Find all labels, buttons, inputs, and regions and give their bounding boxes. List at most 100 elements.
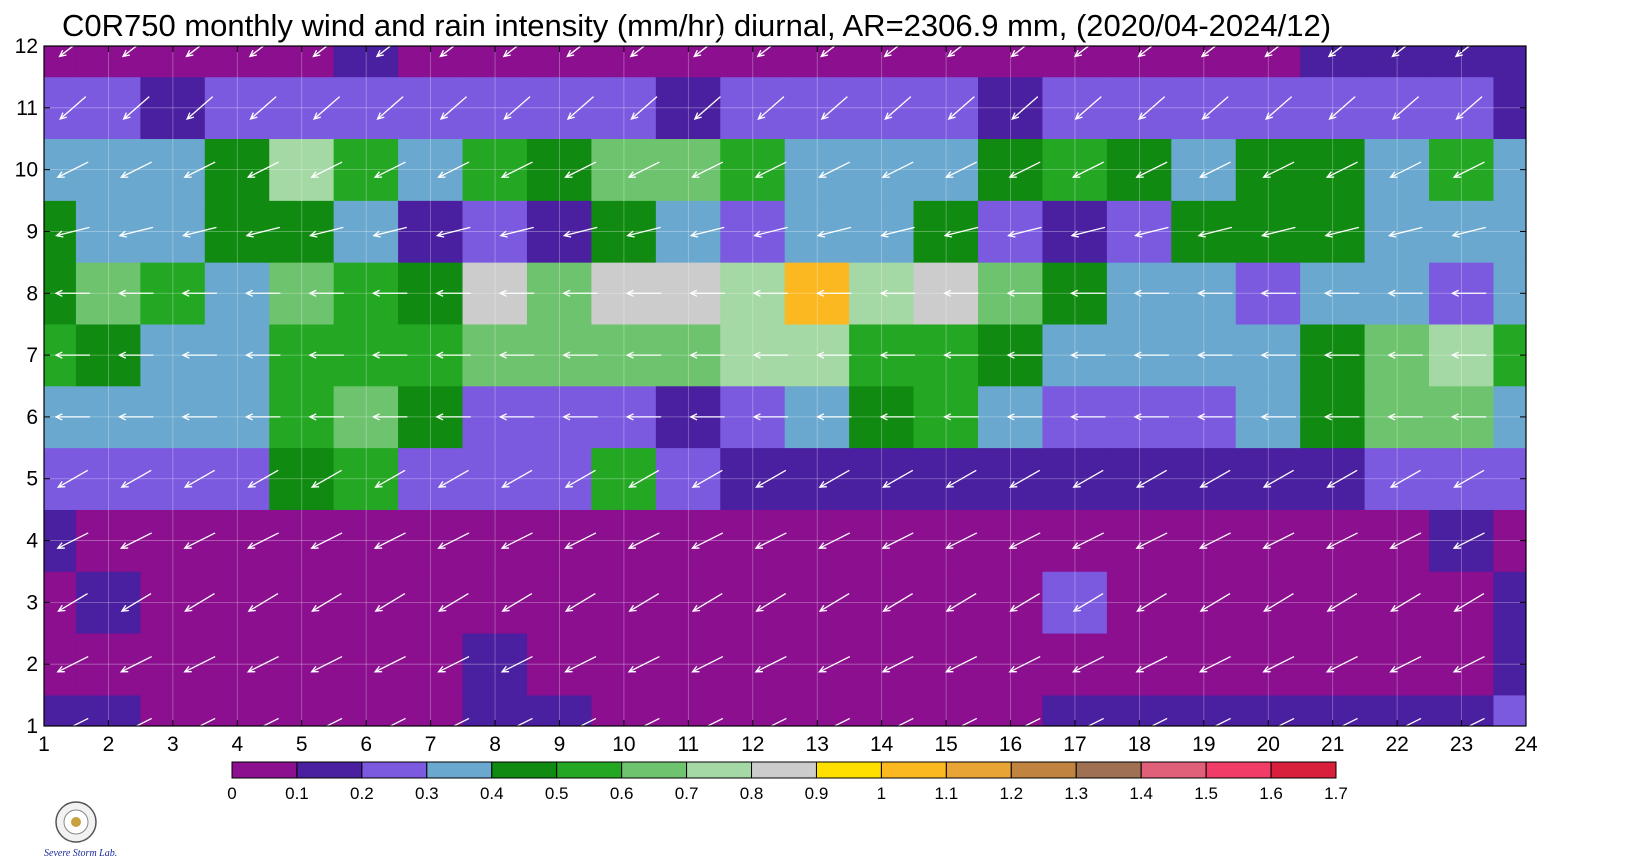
wind-arrow	[562, 226, 598, 238]
y-tick-label: 5	[26, 468, 38, 491]
wind-arrow	[437, 469, 469, 488]
y-tick-label: 3	[26, 591, 38, 614]
wind-arrow	[1196, 289, 1233, 297]
heatmap-cell	[398, 138, 464, 201]
wind-arrow	[754, 655, 787, 673]
wind-arrow	[308, 351, 344, 359]
wind-arrow	[1199, 469, 1231, 488]
heatmap-cell	[269, 45, 335, 78]
colorbar-tick-label: 0.6	[610, 784, 634, 803]
wind-arrow	[1008, 532, 1041, 549]
heatmap-cell	[140, 447, 206, 510]
heatmap-cell	[1235, 571, 1301, 634]
wind-arrow	[1072, 469, 1104, 488]
wind-arrow	[626, 226, 661, 238]
wind-arrow	[818, 469, 850, 488]
colorbar-swatch	[1205, 761, 1272, 779]
wind-arrow	[1387, 289, 1423, 297]
wind-arrow	[310, 161, 343, 178]
x-tick-label: 4	[231, 733, 243, 756]
wind-arrow	[1009, 593, 1040, 612]
wind-arrow	[1389, 593, 1421, 612]
wind-arrow	[374, 593, 406, 612]
wind-arrow	[376, 96, 404, 120]
colorbar: 0 0.1 0.2 0.3 0.4 0.5 0.6 0.7 0.8 0.9 1 1.1 1.2 1.3 1.…	[227, 761, 1348, 803]
heatmap-cell	[140, 138, 206, 201]
wind-arrow	[1006, 413, 1043, 421]
heatmap-cell	[978, 632, 1044, 696]
wind-arrow	[117, 413, 154, 421]
x-tick-label: 5	[296, 733, 308, 756]
colorbar-tick-label: 0.8	[740, 784, 764, 803]
wind-arrow	[1136, 593, 1167, 612]
heatmap-cell	[269, 76, 335, 140]
heatmap-cell	[784, 509, 850, 572]
wind-arrow	[879, 289, 916, 297]
heatmap-cell	[913, 138, 979, 201]
x-tick-label: 22	[1385, 733, 1408, 756]
heatmap-cell	[75, 76, 141, 140]
wind-arrow	[186, 96, 214, 120]
x-tick-label: 16	[999, 733, 1022, 756]
wind-arrow	[1389, 469, 1421, 488]
wind-arrow	[943, 351, 979, 359]
x-tick-label: 17	[1063, 733, 1086, 756]
heatmap-cell	[1300, 571, 1366, 634]
wind-arrow	[1325, 161, 1358, 178]
wind-arrow	[373, 532, 406, 549]
wind-arrow	[119, 161, 152, 178]
wind-arrow	[755, 469, 787, 488]
heatmap-cell	[1364, 571, 1430, 634]
wind-arrow	[1135, 469, 1168, 488]
colorbar-swatch	[1140, 761, 1207, 779]
colorbar-tick-label: 0.4	[480, 784, 504, 803]
colorbar-swatch	[1010, 761, 1077, 779]
wind-arrow	[308, 289, 344, 297]
wind-arrow	[1008, 469, 1041, 488]
heatmap-cell	[140, 509, 206, 572]
heatmap-cell	[269, 200, 335, 263]
wind-arrow	[943, 413, 979, 421]
wind-arrow	[689, 351, 725, 359]
wind-arrow	[1135, 655, 1168, 673]
wind-arrow	[246, 655, 279, 673]
heatmap-cell	[720, 200, 786, 263]
heatmap-cell	[1171, 447, 1237, 510]
wind-arrow	[373, 161, 406, 178]
colorbar-swatch	[296, 761, 363, 779]
wind-arrow	[57, 593, 88, 612]
colorbar-swatch	[621, 761, 688, 779]
x-tick-label: 13	[806, 733, 829, 756]
heatmap-cell	[1300, 509, 1366, 572]
wind-arrow	[627, 532, 660, 549]
wind-arrow	[562, 413, 598, 421]
wind-arrow	[498, 289, 535, 297]
heatmap-cell	[1106, 76, 1172, 140]
wind-arrow	[439, 96, 468, 120]
wind-arrow	[691, 532, 724, 549]
wind-arrow	[117, 289, 154, 297]
heatmap-cell	[204, 138, 270, 201]
colorbar-tick-label: 0.9	[805, 784, 829, 803]
wind-arrow	[1134, 226, 1169, 238]
wind-arrow	[564, 655, 597, 673]
wind-arrow	[564, 469, 596, 488]
wind-arrow	[56, 655, 89, 673]
wind-arrow	[54, 289, 90, 297]
wind-arrow	[693, 96, 721, 120]
y-tick-label: 10	[15, 159, 38, 182]
heatmap-cell	[978, 76, 1044, 140]
wind-arrow	[1262, 469, 1294, 488]
wind-arrow	[945, 161, 978, 178]
x-tick-label: 2	[103, 733, 115, 756]
heatmap-cell	[398, 571, 464, 634]
heatmap-cell	[1493, 262, 1527, 325]
wind-arrow	[1264, 96, 1293, 120]
wind-arrow	[1453, 469, 1485, 488]
wind-arrow	[503, 96, 531, 120]
heatmap-cell	[1171, 76, 1237, 140]
wind-arrow	[879, 351, 916, 359]
wind-arrow	[500, 655, 533, 673]
wind-arrow	[56, 532, 89, 549]
